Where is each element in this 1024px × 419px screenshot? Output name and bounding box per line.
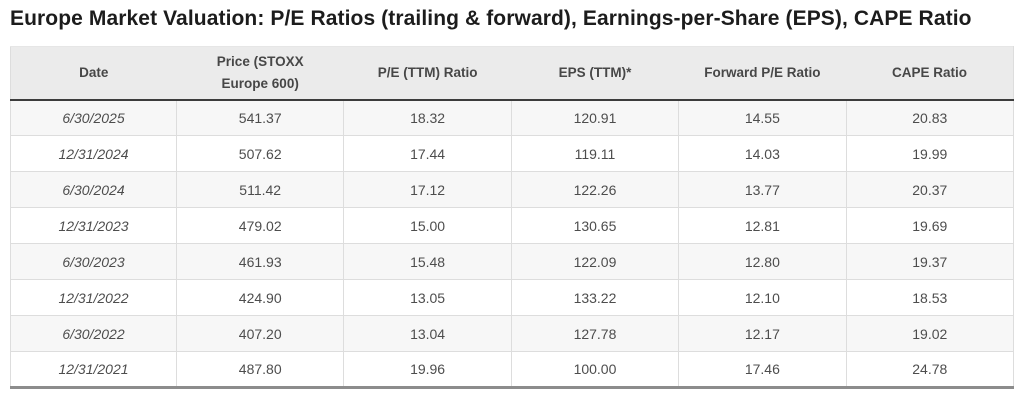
value-cell: 19.02 bbox=[845, 315, 1015, 352]
value-cell: 12.17 bbox=[678, 315, 847, 352]
value-cell: 19.69 bbox=[845, 207, 1015, 244]
table-row: 12/31/2021 487.80 19.96 100.00 17.46 24.78 bbox=[10, 351, 1015, 388]
value-cell: 17.12 bbox=[343, 171, 512, 208]
table-row: 12/31/2023 479.02 15.00 130.65 12.81 19.69 bbox=[10, 207, 1015, 244]
table-row: 12/31/2024 507.62 17.44 119.11 14.03 19.99 bbox=[10, 135, 1015, 172]
value-cell: 18.53 bbox=[845, 279, 1015, 316]
value-cell: 127.78 bbox=[510, 315, 680, 352]
value-cell: 24.78 bbox=[845, 351, 1015, 388]
value-cell: 19.99 bbox=[845, 135, 1015, 172]
value-cell: 14.55 bbox=[678, 99, 847, 136]
date-cell: 12/31/2021 bbox=[10, 351, 177, 388]
table-body: 6/30/2025 541.37 18.32 120.91 14.55 20.83 12/3… bbox=[10, 99, 1015, 388]
column-header: Forward P/E Ratio bbox=[678, 46, 847, 101]
value-cell: 12.80 bbox=[678, 243, 847, 280]
table-row: 6/30/2025 541.37 18.32 120.91 14.55 20.83 bbox=[10, 99, 1015, 136]
value-cell: 479.02 bbox=[175, 207, 345, 244]
value-cell: 507.62 bbox=[175, 135, 345, 172]
value-cell: 14.03 bbox=[678, 135, 847, 172]
value-cell: 13.77 bbox=[678, 171, 847, 208]
date-cell: 12/31/2022 bbox=[10, 279, 177, 316]
value-cell: 461.93 bbox=[175, 243, 345, 280]
value-cell: 511.42 bbox=[175, 171, 345, 208]
value-cell: 12.81 bbox=[678, 207, 847, 244]
date-cell: 12/31/2023 bbox=[10, 207, 177, 244]
table-row: 6/30/2023 461.93 15.48 122.09 12.80 19.37 bbox=[10, 243, 1015, 280]
date-cell: 12/31/2024 bbox=[10, 135, 177, 172]
value-cell: 19.96 bbox=[343, 351, 512, 388]
table-row: 6/30/2022 407.20 13.04 127.78 12.17 19.02 bbox=[10, 315, 1015, 352]
value-cell: 119.11 bbox=[510, 135, 680, 172]
column-header: CAPE Ratio bbox=[846, 46, 1014, 101]
value-cell: 15.48 bbox=[343, 243, 512, 280]
table-row: 6/30/2024 511.42 17.12 122.26 13.77 20.37 bbox=[10, 171, 1015, 208]
date-cell: 6/30/2023 bbox=[10, 243, 177, 280]
value-cell: 13.04 bbox=[343, 315, 512, 352]
value-cell: 19.37 bbox=[845, 243, 1015, 280]
column-header: EPS (TTM)* bbox=[511, 46, 679, 101]
value-cell: 122.26 bbox=[510, 171, 680, 208]
value-cell: 407.20 bbox=[175, 315, 345, 352]
value-cell: 12.10 bbox=[678, 279, 847, 316]
value-cell: 20.83 bbox=[845, 99, 1015, 136]
value-cell: 133.22 bbox=[510, 279, 680, 316]
table-row: 12/31/2022 424.90 13.05 133.22 12.10 18.53 bbox=[10, 279, 1015, 316]
value-cell: 15.00 bbox=[343, 207, 512, 244]
value-cell: 122.09 bbox=[510, 243, 680, 280]
date-cell: 6/30/2022 bbox=[10, 315, 177, 352]
value-cell: 17.44 bbox=[343, 135, 512, 172]
table-header-row: Date Price (STOXX Europe 600) P/E (TTM) Ra… bbox=[10, 46, 1014, 101]
value-cell: 17.46 bbox=[678, 351, 847, 388]
valuation-table: Date Price (STOXX Europe 600) P/E (TTM) Ra… bbox=[10, 46, 1015, 389]
value-cell: 100.00 bbox=[510, 351, 680, 388]
column-header: P/E (TTM) Ratio bbox=[343, 46, 512, 101]
value-cell: 13.05 bbox=[343, 279, 512, 316]
value-cell: 20.37 bbox=[845, 171, 1015, 208]
date-cell: 6/30/2025 bbox=[10, 99, 177, 136]
column-header: Price (STOXX Europe 600) bbox=[176, 46, 344, 101]
date-cell: 6/30/2024 bbox=[10, 171, 177, 208]
value-cell: 487.80 bbox=[175, 351, 345, 388]
table-header: Date Price (STOXX Europe 600) P/E (TTM) Ra… bbox=[10, 46, 1014, 101]
page-title: Europe Market Valuation: P/E Ratios (tra… bbox=[10, 7, 972, 30]
page: Europe Market Valuation: P/E Ratios (tra… bbox=[10, 7, 1015, 389]
value-cell: 120.91 bbox=[510, 99, 680, 136]
value-cell: 130.65 bbox=[510, 207, 680, 244]
column-header: Date bbox=[10, 46, 177, 101]
value-cell: 18.32 bbox=[343, 99, 512, 136]
value-cell: 541.37 bbox=[175, 99, 345, 136]
value-cell: 424.90 bbox=[175, 279, 345, 316]
